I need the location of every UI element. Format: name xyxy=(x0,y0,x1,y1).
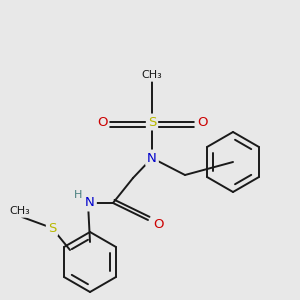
Text: N: N xyxy=(147,152,157,164)
Text: O: O xyxy=(153,218,163,230)
Text: CH₃: CH₃ xyxy=(10,206,30,216)
Text: N: N xyxy=(85,196,95,209)
Text: S: S xyxy=(48,221,56,235)
Text: O: O xyxy=(97,116,107,128)
Text: O: O xyxy=(197,116,207,128)
Text: CH₃: CH₃ xyxy=(142,70,162,80)
Text: H: H xyxy=(74,190,82,200)
Text: S: S xyxy=(148,116,156,128)
